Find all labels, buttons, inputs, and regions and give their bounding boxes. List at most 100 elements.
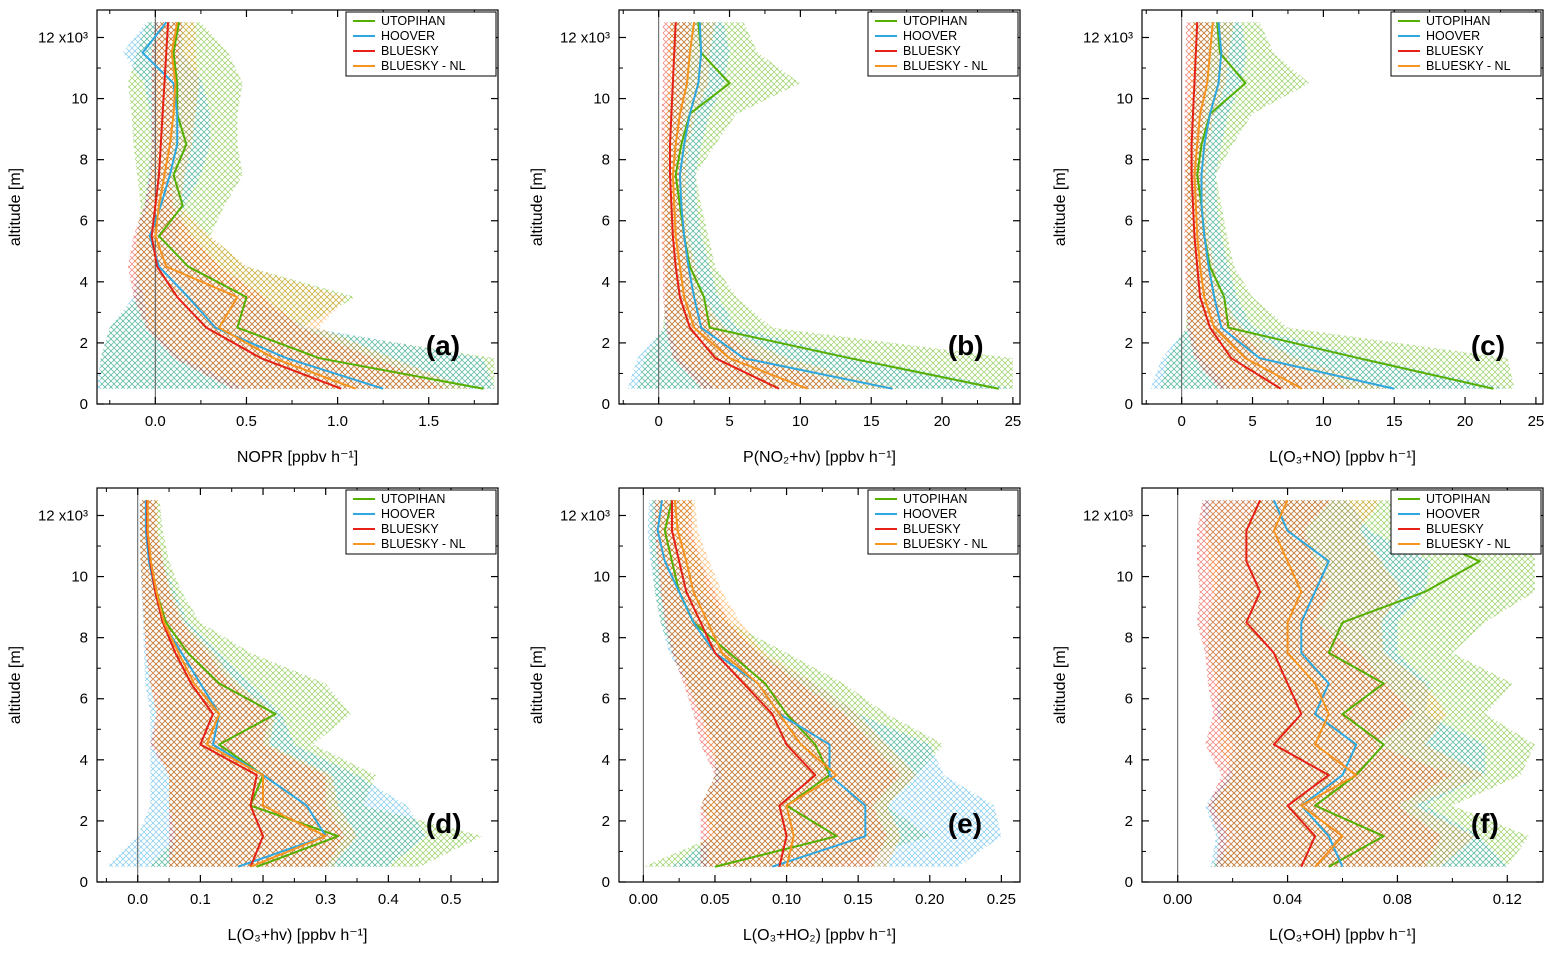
legend-label-utopihan: UTOPIHAN	[1426, 14, 1490, 28]
panel-letter-d: (d)	[426, 808, 462, 839]
y-axis-label: altitude [m]	[7, 646, 24, 724]
legend-label-utopihan: UTOPIHAN	[903, 492, 967, 506]
uncertainty-band-utopihan	[1160, 22, 1515, 389]
legend-label-hoover: HOOVER	[1426, 29, 1480, 43]
y-tick-label: 6	[80, 213, 88, 230]
uncertainty-band-hoover	[627, 22, 1014, 389]
series-line-utopihan	[1313, 499, 1481, 868]
panel-svg-f: 0 2 4 6 8 10 12 x10³ 0.00 0.04 0.08 0.12 L(O₃+OH) […	[1052, 487, 1544, 944]
plot-frame	[1141, 9, 1544, 405]
x-tick-label: 0.0	[145, 413, 166, 430]
y-tick-label: 6	[602, 691, 610, 708]
series-line-hoover	[679, 22, 894, 390]
x-tick-label: 25	[1527, 413, 1544, 430]
y-tick-label: 12 x10³	[560, 507, 610, 524]
x-tick-label: 0.25	[987, 891, 1016, 908]
x-tick-label: 0	[655, 413, 663, 430]
x-axis-label: L(O₃+HO₂) [ppbv h⁻¹]	[743, 927, 896, 944]
y-tick-label: 8	[80, 152, 88, 169]
panel-a: 0 2 4 6 8 10 12 x10³ 0.0 0.5 1.0 1.5 NOPR [ppbv h⁻¹…	[0, 0, 522, 478]
series-line-bluesky_nl	[674, 500, 839, 867]
y-tick-label: 0	[80, 874, 88, 891]
y-tick-label: 12 x10³	[560, 29, 610, 46]
x-tick-label: 0.5	[236, 413, 257, 430]
x-tick-label: 10	[1315, 413, 1332, 430]
y-tick-label: 10	[1116, 91, 1133, 108]
x-axis-label: P(NO₂+hv) [ppbv h⁻¹]	[743, 449, 896, 466]
legend-label-bluesky_nl: BLUESKY - NL	[1426, 537, 1511, 551]
x-tick-label: 0.05	[701, 891, 730, 908]
x-tick-label: 15	[863, 413, 880, 430]
x-tick-label: 0.00	[1163, 891, 1192, 908]
y-tick-label: 6	[80, 691, 88, 708]
panel-svg-b: 0 2 4 6 8 10 12 x10³ 0 5 10 15 20 25 P(NO₂+hv) [ppbv …	[529, 9, 1022, 466]
y-tick-label: 4	[80, 752, 88, 769]
legend-label-bluesky_nl: BLUESKY - NL	[381, 59, 466, 73]
legend-label-bluesky: BLUESKY	[903, 44, 961, 58]
y-tick-label: 2	[1124, 335, 1132, 352]
legend-label-hoover: HOOVER	[903, 29, 957, 43]
y-tick-label: 10	[71, 91, 88, 108]
x-tick-label: 0.12	[1492, 891, 1521, 908]
x-axis-label: L(O₃+OH) [ppbv h⁻¹]	[1269, 927, 1416, 944]
x-tick-label: 0.0	[127, 891, 148, 908]
series-line-bluesky_nl	[1272, 499, 1357, 868]
legend-label-bluesky: BLUESKY	[1426, 44, 1484, 58]
panel-svg-d: 0 2 4 6 8 10 12 x10³ 0.0 0.1 0.2 0.3 0.4 0.5 L(O₃+hv)…	[7, 487, 499, 944]
series-line-bluesky_nl	[154, 22, 357, 390]
panel-letter-c: (c)	[1470, 330, 1504, 361]
y-axis-label: altitude [m]	[7, 168, 24, 246]
y-tick-label: 10	[71, 569, 88, 586]
y-tick-label: 2	[1124, 813, 1132, 830]
y-tick-label: 2	[602, 813, 610, 830]
y-tick-label: 10	[594, 91, 611, 108]
legend-label-bluesky: BLUESKY	[381, 44, 439, 58]
x-tick-label: 0.15	[844, 891, 873, 908]
x-tick-label: 25	[1005, 413, 1022, 430]
legend-label-utopihan: UTOPIHAN	[381, 14, 445, 28]
y-tick-label: 8	[1124, 152, 1132, 169]
panel-letter-b: (b)	[948, 330, 984, 361]
legend-label-utopihan: UTOPIHAN	[1426, 492, 1490, 506]
x-tick-label: 0	[1177, 413, 1185, 430]
y-tick-label: 8	[1124, 630, 1132, 647]
series-line-bluesky	[1190, 22, 1282, 390]
y-tick-label: 0	[1124, 874, 1132, 891]
y-tick-label: 12 x10³	[1083, 507, 1133, 524]
uncertainty-band-utopihan	[637, 22, 1014, 389]
y-tick-label: 6	[1124, 213, 1132, 230]
x-axis-label: L(O₃+NO) [ppbv h⁻¹]	[1269, 449, 1416, 466]
x-axis-label: NOPR [ppbv h⁻¹]	[237, 449, 358, 466]
legend-label-bluesky: BLUESKY	[381, 522, 439, 536]
series-line-utopihan	[157, 22, 484, 390]
plot-area-c	[1150, 10, 1515, 404]
uncertainty-band-hoover	[1150, 22, 1508, 389]
y-tick-label: 8	[602, 630, 610, 647]
x-tick-label: 20	[934, 413, 951, 430]
panel-letter-f: (f)	[1470, 808, 1498, 839]
x-tick-label: 0.4	[378, 891, 399, 908]
series-line-bluesky_nl	[672, 22, 809, 390]
x-tick-label: 0.08	[1382, 891, 1411, 908]
uncertainty-band-bluesky_nl	[1204, 500, 1485, 867]
panel-f: 0 2 4 6 8 10 12 x10³ 0.00 0.04 0.08 0.12 L(O₃+OH) […	[1045, 478, 1567, 956]
panel-letter-e: (e)	[948, 808, 982, 839]
y-tick-label: 2	[80, 813, 88, 830]
y-axis-label: altitude [m]	[529, 646, 546, 724]
uncertainty-band-bluesky_nl	[133, 22, 469, 389]
x-tick-label: 0.00	[629, 891, 658, 908]
y-tick-label: 8	[80, 630, 88, 647]
y-axis-label: altitude [m]	[1052, 646, 1069, 724]
legend-label-bluesky: BLUESKY	[1426, 522, 1484, 536]
panel-letter-a: (a)	[426, 330, 460, 361]
y-tick-label: 4	[602, 752, 610, 769]
x-tick-label: 20	[1456, 413, 1473, 430]
series-line-bluesky_nl	[1193, 22, 1303, 390]
y-tick-label: 0	[602, 874, 610, 891]
y-tick-label: 10	[1116, 569, 1133, 586]
x-tick-label: 0.2	[253, 891, 274, 908]
plot-area-b	[627, 10, 1014, 404]
